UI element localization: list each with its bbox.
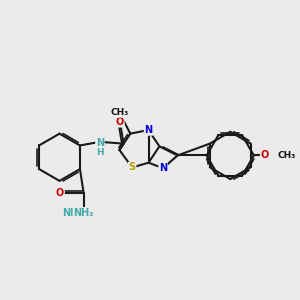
Text: N: N <box>144 125 153 135</box>
Text: CH₃: CH₃ <box>278 151 296 160</box>
Text: O: O <box>261 150 269 161</box>
Text: N: N <box>159 163 167 173</box>
Text: ₂: ₂ <box>89 208 93 218</box>
Text: CH₃: CH₃ <box>110 108 129 117</box>
Text: O: O <box>56 188 64 198</box>
Text: NH₂: NH₂ <box>73 208 94 218</box>
Text: S: S <box>129 162 136 172</box>
Text: O: O <box>116 117 124 127</box>
Text: H: H <box>96 148 104 157</box>
Text: NH: NH <box>62 208 78 218</box>
Text: N: N <box>96 138 104 148</box>
